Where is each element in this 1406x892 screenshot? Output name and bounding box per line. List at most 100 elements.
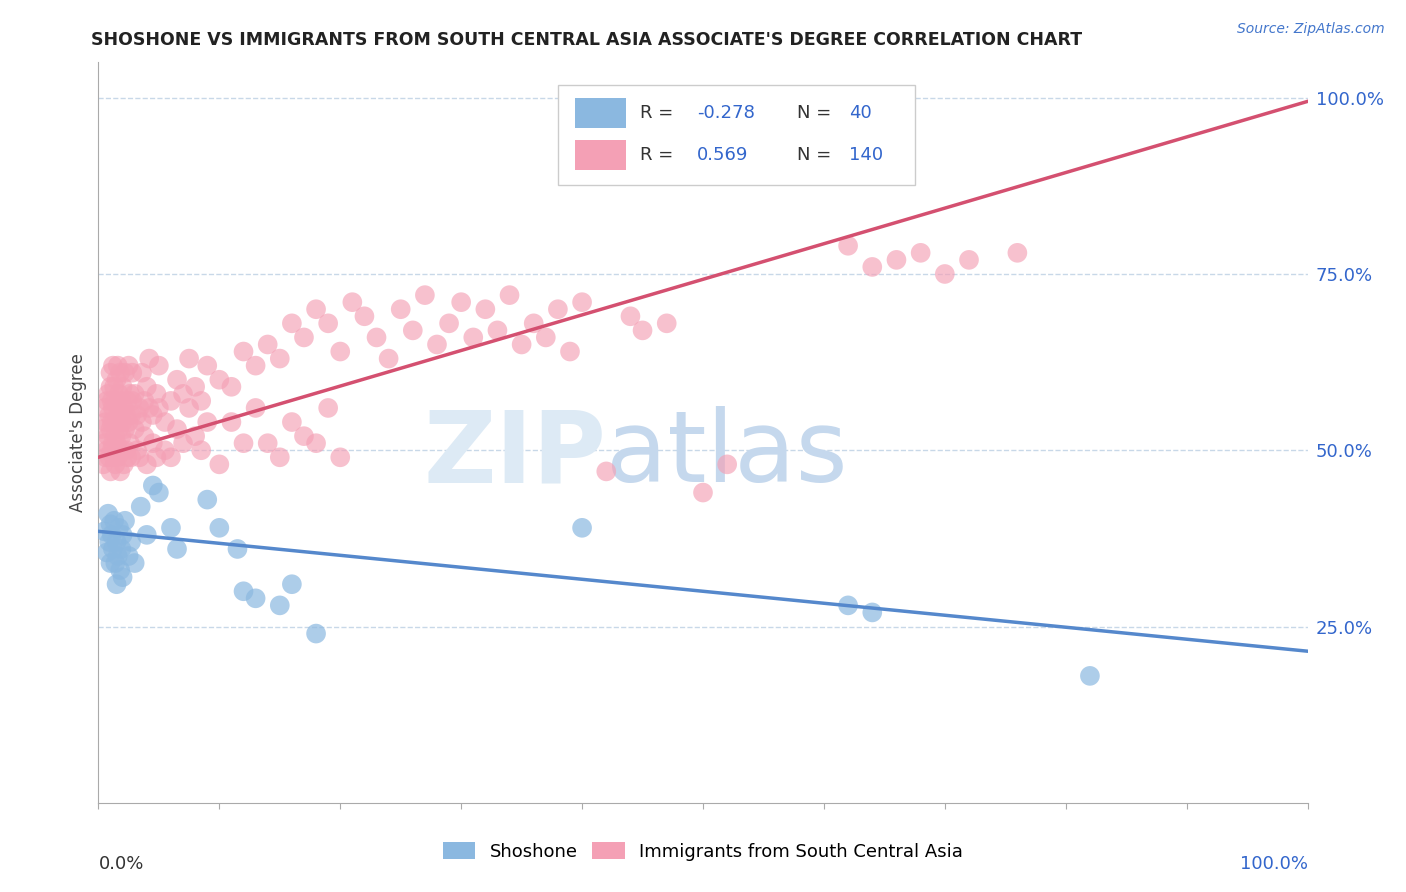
- Point: [305, 626, 328, 640]
- Point: [108, 443, 131, 458]
- Text: 0.0%: 0.0%: [98, 855, 143, 872]
- Point: [329, 450, 352, 465]
- Point: [571, 295, 593, 310]
- Point: [547, 302, 569, 317]
- Point: [329, 344, 352, 359]
- Point: [135, 528, 157, 542]
- Point: [571, 521, 593, 535]
- Point: [837, 599, 859, 613]
- Point: [100, 422, 122, 436]
- Point: [523, 316, 546, 330]
- Point: [437, 316, 460, 330]
- Point: [245, 591, 267, 606]
- Text: atlas: atlas: [606, 407, 848, 503]
- Point: [103, 450, 125, 465]
- Point: [100, 366, 122, 380]
- Point: [131, 366, 153, 380]
- Point: [498, 288, 520, 302]
- Point: [112, 458, 135, 472]
- Point: [166, 373, 188, 387]
- Point: [96, 545, 118, 559]
- Point: [655, 316, 678, 330]
- Text: SHOSHONE VS IMMIGRANTS FROM SOUTH CENTRAL ASIA ASSOCIATE'S DEGREE CORRELATION CH: SHOSHONE VS IMMIGRANTS FROM SOUTH CENTRA…: [91, 31, 1083, 49]
- Point: [232, 344, 254, 359]
- Point: [413, 288, 436, 302]
- Point: [148, 359, 170, 373]
- Point: [1007, 245, 1029, 260]
- Point: [245, 359, 267, 373]
- Point: [179, 401, 201, 415]
- Point: [107, 359, 129, 373]
- Point: [96, 443, 118, 458]
- Point: [269, 599, 291, 613]
- Point: [135, 458, 157, 472]
- Point: [101, 436, 124, 450]
- Point: [426, 337, 449, 351]
- Text: 100.0%: 100.0%: [1240, 855, 1308, 872]
- Point: [103, 380, 125, 394]
- Point: [226, 541, 249, 556]
- Point: [118, 415, 141, 429]
- Point: [121, 366, 143, 380]
- Point: [366, 330, 388, 344]
- Point: [153, 443, 176, 458]
- Point: [692, 485, 714, 500]
- Point: [104, 429, 127, 443]
- Point: [281, 415, 304, 429]
- Point: [232, 436, 254, 450]
- Point: [105, 436, 128, 450]
- Point: [107, 450, 129, 465]
- Point: [269, 351, 291, 366]
- Point: [138, 351, 160, 366]
- Point: [145, 387, 167, 401]
- Point: [111, 380, 134, 394]
- Point: [208, 521, 231, 535]
- Point: [93, 401, 115, 415]
- Point: [117, 450, 139, 465]
- Point: [120, 535, 142, 549]
- Text: 140: 140: [849, 146, 883, 164]
- Point: [120, 408, 142, 422]
- Point: [104, 393, 127, 408]
- Point: [232, 584, 254, 599]
- Point: [118, 549, 141, 563]
- Point: [245, 401, 267, 415]
- Point: [131, 415, 153, 429]
- Point: [101, 541, 124, 556]
- Point: [145, 450, 167, 465]
- Text: 40: 40: [849, 103, 872, 122]
- Point: [105, 373, 128, 387]
- Point: [108, 521, 131, 535]
- Point: [179, 351, 201, 366]
- Text: R =: R =: [640, 146, 679, 164]
- Point: [281, 577, 304, 591]
- Text: Source: ZipAtlas.com: Source: ZipAtlas.com: [1237, 22, 1385, 37]
- Point: [127, 443, 149, 458]
- Point: [195, 415, 218, 429]
- Point: [101, 401, 124, 415]
- Point: [450, 295, 472, 310]
- Point: [115, 408, 138, 422]
- Point: [166, 541, 188, 556]
- Point: [93, 436, 115, 450]
- Point: [142, 478, 165, 492]
- Point: [111, 415, 134, 429]
- Point: [124, 556, 146, 570]
- Point: [221, 415, 243, 429]
- Point: [184, 380, 207, 394]
- Point: [138, 401, 160, 415]
- Point: [934, 267, 956, 281]
- Point: [595, 464, 617, 478]
- Point: [96, 393, 118, 408]
- Point: [114, 422, 136, 436]
- Point: [127, 408, 149, 422]
- Point: [1078, 669, 1101, 683]
- FancyBboxPatch shape: [575, 98, 626, 128]
- Point: [121, 393, 143, 408]
- Point: [153, 415, 176, 429]
- Point: [172, 436, 194, 450]
- Point: [118, 387, 141, 401]
- Point: [389, 302, 412, 317]
- Point: [256, 436, 278, 450]
- Point: [534, 330, 557, 344]
